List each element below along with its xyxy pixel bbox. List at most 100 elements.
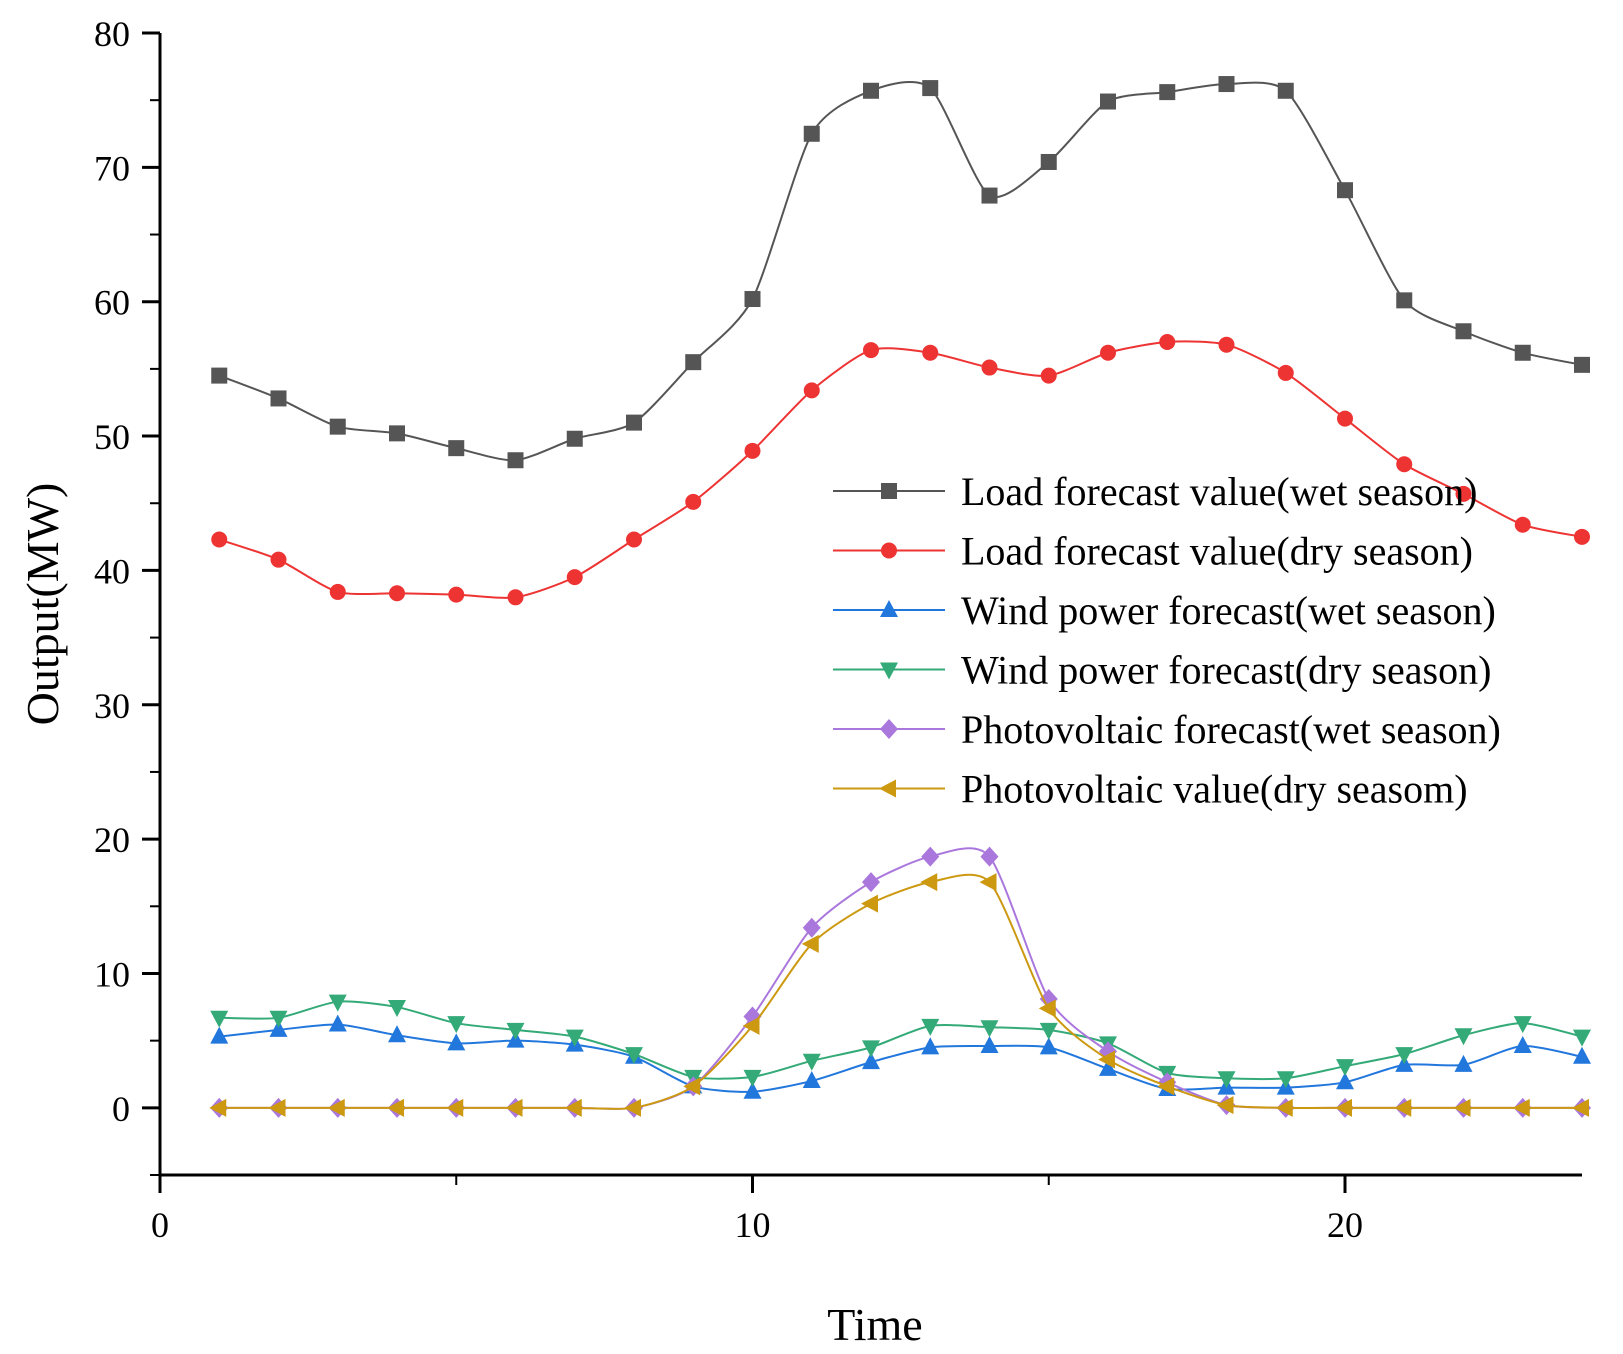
legend-marker — [880, 600, 898, 617]
legend-item: Photovoltaic value(dry seasom) — [833, 767, 1468, 812]
data-point — [1335, 1098, 1352, 1117]
data-point — [921, 1037, 940, 1055]
x-tick-label: 20 — [1327, 1205, 1363, 1245]
data-point — [862, 1052, 880, 1070]
legend-item: Wind power forecast(dry season) — [833, 648, 1491, 693]
series-layer — [209, 76, 1591, 1118]
data-point — [1574, 528, 1590, 545]
data-point — [1218, 336, 1235, 353]
data-point — [447, 1016, 466, 1034]
legend-item: Load forecast value(dry season) — [833, 529, 1473, 574]
data-point — [863, 342, 879, 359]
data-point — [328, 1014, 347, 1032]
data-point — [327, 1098, 345, 1117]
data-point — [802, 1053, 821, 1071]
data-point — [802, 917, 821, 938]
data-point — [922, 344, 939, 361]
data-point — [626, 414, 642, 431]
data-point — [1039, 1037, 1058, 1055]
data-point — [1513, 1016, 1532, 1034]
data-point — [1337, 410, 1353, 427]
data-point — [685, 493, 702, 510]
legend-marker — [880, 662, 898, 680]
legend-label: Load forecast value(wet season) — [961, 469, 1477, 514]
data-point — [1454, 1054, 1473, 1072]
data-point — [269, 1019, 288, 1037]
legend-marker — [879, 779, 896, 798]
data-point — [1157, 1077, 1175, 1096]
data-point — [270, 390, 287, 407]
data-point — [448, 440, 465, 457]
series-line — [219, 873, 1582, 1110]
data-point — [803, 382, 820, 399]
series-6 — [209, 873, 1589, 1117]
data-point — [1277, 364, 1294, 381]
data-point — [624, 1098, 641, 1117]
data-point — [447, 1033, 466, 1051]
data-point — [1396, 456, 1413, 473]
data-point — [1454, 1028, 1473, 1046]
series-4 — [210, 994, 1591, 1089]
data-point — [329, 418, 346, 435]
legend: Load forecast value(wet season) Load fore… — [833, 469, 1501, 812]
data-point — [388, 1000, 406, 1018]
y-tick-label: 20 — [94, 820, 130, 860]
data-point — [446, 1098, 464, 1117]
data-point — [683, 1077, 701, 1096]
data-point — [921, 846, 940, 867]
data-point — [505, 1098, 523, 1117]
data-point — [743, 1069, 762, 1087]
y-tick-label: 30 — [94, 686, 130, 726]
legend-label: Wind power forecast(wet season) — [961, 588, 1496, 633]
data-point — [211, 531, 228, 548]
data-point — [507, 452, 524, 469]
data-point — [1394, 1098, 1412, 1117]
data-point — [1159, 334, 1176, 351]
data-point — [1337, 182, 1353, 199]
data-point — [1098, 1050, 1115, 1069]
data-point — [329, 583, 346, 600]
data-point — [980, 1036, 999, 1054]
data-point — [1455, 485, 1472, 502]
data-point — [1512, 1098, 1530, 1117]
data-point — [1395, 1047, 1414, 1065]
data-point — [448, 586, 465, 603]
data-point — [862, 1040, 880, 1058]
series-line — [218, 80, 1583, 462]
data-point — [801, 934, 819, 953]
data-point — [564, 1098, 582, 1117]
data-point — [1277, 82, 1294, 99]
data-point — [1513, 1036, 1532, 1054]
data-point — [1216, 1096, 1234, 1115]
data-point — [980, 1020, 999, 1038]
y-tick-label: 40 — [94, 551, 130, 591]
data-point — [1217, 1071, 1236, 1089]
legend-marker — [881, 542, 897, 559]
data-point — [921, 1018, 940, 1036]
data-point — [920, 873, 938, 892]
data-point — [507, 589, 524, 606]
y-tick-label: 0 — [112, 1089, 130, 1129]
data-point — [862, 872, 880, 893]
series-line — [219, 1023, 1583, 1093]
data-point — [1514, 344, 1531, 361]
y-tick-label: 70 — [94, 148, 130, 188]
data-point — [1573, 1046, 1591, 1064]
legend-marker — [881, 483, 897, 499]
data-point — [270, 551, 287, 568]
data-point — [625, 1047, 643, 1065]
data-point — [744, 442, 761, 459]
data-point — [269, 1010, 288, 1028]
series-1 — [211, 76, 1590, 469]
ticks: 0 10 20 0 10 20 30 40 50 60 70 80 — [94, 14, 1363, 1245]
data-point — [566, 569, 583, 586]
data-point — [861, 894, 878, 913]
legend-label: Photovoltaic value(dry seasom) — [961, 767, 1468, 812]
legend-item: Photovoltaic forecast(wet season) — [833, 707, 1501, 752]
data-point — [210, 1010, 229, 1028]
data-point — [981, 187, 998, 204]
data-point — [1038, 999, 1056, 1018]
data-point — [1336, 1072, 1354, 1090]
data-point — [1453, 1098, 1471, 1117]
data-point — [1039, 1022, 1058, 1040]
